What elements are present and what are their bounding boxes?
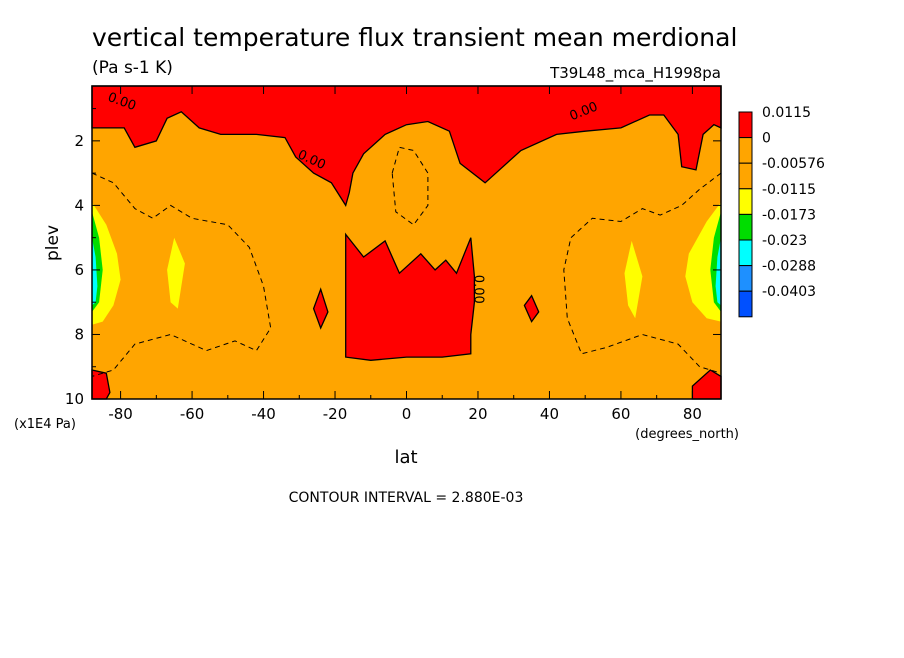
y-tick-label: 8	[74, 325, 84, 343]
x-tick-label: 0	[402, 405, 412, 423]
legend-swatch	[738, 188, 753, 215]
dashed-contour-line	[391, 146, 429, 226]
contour-region-positive	[345, 232, 476, 361]
x-axis: -80 -60 -40 -20 0 20 40 60 80	[108, 86, 702, 423]
x-tick-label: -40	[251, 405, 276, 423]
x-axis-label: lat	[394, 447, 417, 468]
y-tick-label: 10	[65, 390, 84, 408]
x-axis-units: (degrees_north)	[635, 427, 739, 442]
legend-swatch	[738, 239, 753, 267]
legend-label: -0.023	[762, 233, 807, 249]
contour-line-label: 0.00	[470, 275, 485, 304]
contour-interval-note: CONTOUR INTERVAL = 2.880E-03	[289, 490, 524, 506]
y-axis-units: (x1E4 Pa)	[14, 417, 76, 432]
legend-label: -0.0403	[762, 284, 816, 300]
x-tick-label: 80	[683, 405, 702, 423]
contour-region-positive	[91, 85, 722, 207]
contour-region-positive	[523, 294, 540, 323]
y-tick-label: 6	[74, 261, 84, 279]
contour-region-moderate_negative	[167, 237, 185, 309]
contour-region-moderate_negative	[624, 240, 643, 319]
legend-swatch	[738, 213, 753, 241]
dashed-contours	[91, 146, 722, 377]
contour-region-very_negative	[92, 237, 98, 306]
y-tick-label: 4	[74, 196, 84, 214]
legend-label: 0.0115	[762, 105, 811, 121]
x-tick-label: 40	[540, 405, 559, 423]
y-tick-label: 2	[74, 132, 84, 150]
contour-region-very_negative	[715, 237, 721, 306]
x-tick-label: -60	[180, 405, 205, 423]
y-axis-label: plev	[43, 225, 63, 261]
contour-region-moderate_negative	[685, 202, 721, 322]
dashed-contour-line	[91, 172, 272, 377]
legend-label: -0.0115	[762, 182, 816, 198]
x-tick-label: 60	[611, 405, 630, 423]
legend-swatch	[738, 162, 753, 190]
legend-label: -0.0173	[762, 207, 816, 223]
legend-swatch	[738, 111, 753, 139]
dataset-label: T39L48_mca_H1998pa	[549, 64, 721, 83]
x-tick-label: -20	[323, 405, 348, 423]
contour-region-positive	[312, 287, 329, 330]
plot-area: 0.000.000.000.00	[91, 85, 722, 400]
dashed-contour-line	[563, 172, 722, 374]
x-tick-label: 20	[468, 405, 487, 423]
chart-subtitle: (Pa s-1 K)	[92, 58, 173, 78]
legend-swatch	[738, 265, 753, 292]
legend-label: -0.0288	[762, 259, 816, 275]
legend-label: -0.00576	[762, 156, 825, 172]
legend-swatch	[738, 137, 753, 164]
x-tick-label: -80	[108, 405, 133, 423]
legend-label: 0	[762, 131, 771, 147]
color-legend: 0.0115 0 -0.00576 -0.0115 -0.0173 -0.023 -0.02…	[738, 105, 825, 318]
filled-contours	[91, 85, 722, 400]
legend-swatch	[738, 290, 753, 318]
chart-title: vertical temperature flux transient mean…	[92, 23, 737, 52]
y-axis: 2 4 6 8 10	[65, 108, 721, 408]
